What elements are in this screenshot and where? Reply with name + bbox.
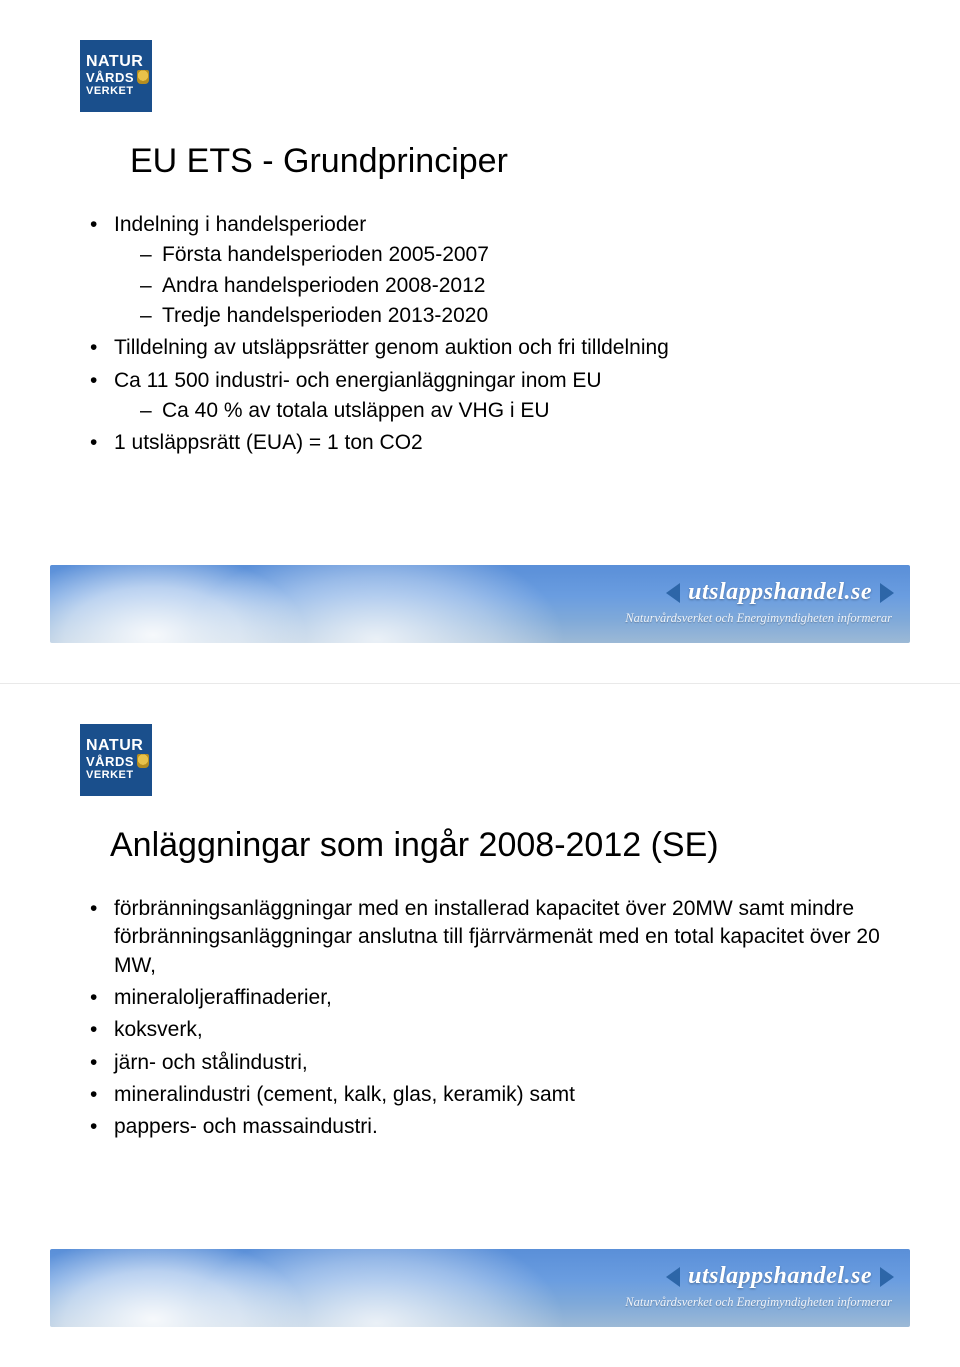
slide-2-bullets: förbränningsanläggningar med en installe… xyxy=(70,895,890,1142)
sub-item: Andra handelsperioden 2008-2012 xyxy=(140,272,890,300)
slide-1: NATUR VÅRDS VERKET EU ETS - Grundprincip… xyxy=(0,0,960,683)
bullet-text: järn- och stålindustri, xyxy=(114,1051,308,1074)
bullet-text: mineraloljeraffinaderier, xyxy=(114,986,332,1009)
bullet-item: järn- och stålindustri, xyxy=(90,1049,890,1077)
bullet-item: mineralindustri (cement, kalk, glas, ker… xyxy=(90,1081,890,1109)
sub-list: Ca 40 % av totala utsläppen av VHG i EU xyxy=(114,397,890,425)
logo-line-3: VERKET xyxy=(86,768,149,782)
bullet-text: koksverk, xyxy=(114,1018,203,1041)
bullet-item: pappers- och massaindustri. xyxy=(90,1113,890,1141)
bullet-text: 1 utsläppsrätt (EUA) = 1 ton CO2 xyxy=(114,431,423,454)
bullet-text: Ca 11 500 industri- och energianläggning… xyxy=(114,369,602,392)
sub-list: Första handelsperioden 2005-2007 Andra h… xyxy=(114,241,890,330)
footer-banner: utslappshandel.se Naturvårdsverket och E… xyxy=(50,1249,910,1327)
sub-item: Ca 40 % av totala utsläppen av VHG i EU xyxy=(140,397,890,425)
bullet-text: Tilldelning av utsläppsrätter genom aukt… xyxy=(114,336,669,359)
bullet-item: förbränningsanläggningar med en installe… xyxy=(90,895,890,980)
triangle-right-icon xyxy=(880,1267,894,1287)
naturvardsverket-logo: NATUR VÅRDS VERKET xyxy=(80,40,152,112)
slide-1-title: EU ETS - Grundprinciper xyxy=(130,142,890,181)
bullet-item: 1 utsläppsrätt (EUA) = 1 ton CO2 xyxy=(90,429,890,457)
bullet-item: Ca 11 500 industri- och energianläggning… xyxy=(90,367,890,426)
bullet-text: Indelning i handelsperioder xyxy=(114,213,366,236)
crest-icon xyxy=(137,754,149,768)
logo-line-2: VÅRDS xyxy=(86,754,149,768)
logo-line-1: NATUR xyxy=(86,54,143,71)
sub-item: Tredje handelsperioden 2013-2020 xyxy=(140,302,890,330)
crest-icon xyxy=(137,70,149,84)
footer-brand: utslappshandel.se xyxy=(666,1263,894,1290)
bullet-item: Tilldelning av utsläppsrätter genom aukt… xyxy=(90,334,890,362)
footer-subtitle: Naturvårdsverket och Energimyndigheten i… xyxy=(625,611,892,626)
logo-line-2: VÅRDS xyxy=(86,70,149,84)
bullet-text: förbränningsanläggningar med en installe… xyxy=(114,897,880,977)
footer-brand-text: utslappshandel.se xyxy=(688,1263,872,1290)
footer-subtitle: Naturvårdsverket och Energimyndigheten i… xyxy=(625,1295,892,1310)
page: NATUR VÅRDS VERKET EU ETS - Grundprincip… xyxy=(0,0,960,1367)
bullet-text: mineralindustri (cement, kalk, glas, ker… xyxy=(114,1083,575,1106)
triangle-left-icon xyxy=(666,1267,680,1287)
bullet-item: Indelning i handelsperioder Första hande… xyxy=(90,211,890,330)
slide-1-bullets: Indelning i handelsperioder Första hande… xyxy=(70,211,890,458)
triangle-right-icon xyxy=(880,583,894,603)
bullet-text: pappers- och massaindustri. xyxy=(114,1115,378,1138)
triangle-left-icon xyxy=(666,583,680,603)
footer-brand: utslappshandel.se xyxy=(666,579,894,606)
logo-line-3: VERKET xyxy=(86,84,149,98)
bullet-item: koksverk, xyxy=(90,1016,890,1044)
naturvardsverket-logo: NATUR VÅRDS VERKET xyxy=(80,724,152,796)
footer-banner: utslappshandel.se Naturvårdsverket och E… xyxy=(50,565,910,643)
bullet-item: mineraloljeraffinaderier, xyxy=(90,984,890,1012)
slide-2-title: Anläggningar som ingår 2008-2012 (SE) xyxy=(110,826,890,865)
slide-2: NATUR VÅRDS VERKET Anläggningar som ingå… xyxy=(0,684,960,1367)
logo-line-1: NATUR xyxy=(86,738,143,755)
footer-brand-text: utslappshandel.se xyxy=(688,579,872,606)
sub-item: Första handelsperioden 2005-2007 xyxy=(140,241,890,269)
